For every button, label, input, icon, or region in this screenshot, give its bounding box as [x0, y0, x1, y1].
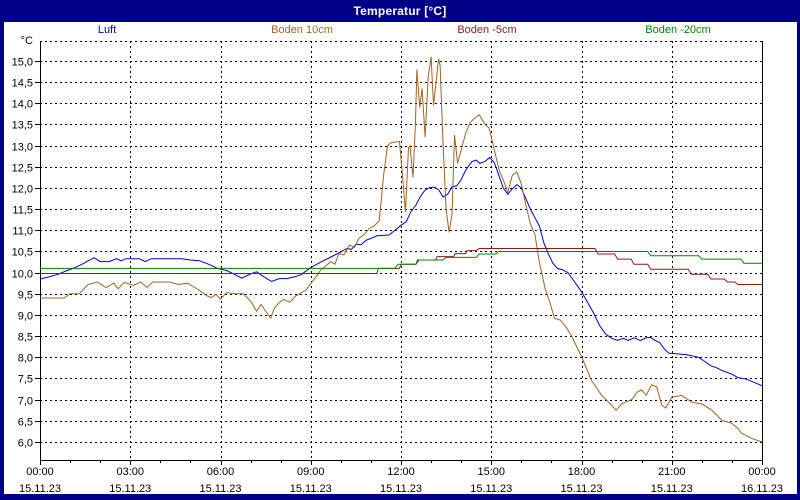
x-tick-date-label: 15.11.23 — [109, 483, 151, 495]
series-line-boden-20cm — [40, 251, 762, 269]
title-bar: Temperatur [°C] — [0, 0, 800, 22]
x-tick-date-label: 16.11.23 — [741, 483, 783, 495]
y-tick-label: 6,5 — [18, 417, 33, 429]
x-tick-time-label: 15:00 — [477, 466, 505, 478]
x-tick-date-label: 15.11.23 — [560, 483, 602, 495]
y-tick-label: 9,5 — [18, 290, 33, 302]
chart-title: Temperatur [°C] — [353, 4, 447, 18]
x-tick-date-label: 15.11.23 — [199, 483, 241, 495]
y-tick-label: 10,5 — [12, 247, 33, 259]
x-tick-time-label: 03:00 — [116, 466, 144, 478]
x-tick-date-label: 15.11.23 — [380, 483, 422, 495]
legend-item-boden-20cm: Boden -20cm — [645, 24, 711, 36]
x-tick-date-label: 15.11.23 — [290, 483, 332, 495]
y-tick-label: 12,5 — [12, 163, 33, 175]
window-border-right — [797, 22, 800, 500]
y-tick-label: 13,5 — [12, 120, 33, 132]
window-border-bottom — [0, 494, 800, 500]
x-tick-date-label: 15.11.23 — [651, 483, 693, 495]
y-tick-label: 7,5 — [18, 374, 33, 386]
legend-item-boden-5cm: Boden -5cm — [457, 24, 517, 36]
y-tick-label: 6,0 — [18, 438, 33, 450]
x-tick-time-label: 12:00 — [387, 466, 415, 478]
y-tick-label: 9,0 — [18, 311, 33, 323]
x-tick-date-label: 15.11.23 — [470, 483, 512, 495]
y-axis-unit-label: °C — [21, 35, 33, 47]
series-line-luft — [39, 156, 763, 387]
y-tick-label: 8,0 — [18, 353, 33, 365]
chart-legend: Luft Boden 10cm Boden -5cm Boden -20cm — [0, 24, 800, 38]
y-tick-label: 11,0 — [12, 226, 33, 238]
y-tick-label: 8,5 — [18, 332, 33, 344]
x-tick-time-label: 00:00 — [748, 466, 776, 478]
legend-item-boden-10cm: Boden 10cm — [271, 24, 333, 36]
x-tick-time-label: 21:00 — [658, 466, 686, 478]
y-tick-label: 11,5 — [12, 205, 33, 217]
y-tick-label: 10,0 — [12, 269, 33, 281]
window-border-left — [0, 22, 4, 500]
y-tick-label: 14,5 — [12, 78, 33, 90]
y-tick-label: 14,0 — [12, 99, 33, 111]
x-tick-date-label: 15.11.23 — [19, 483, 61, 495]
x-tick-time-label: 06:00 — [207, 466, 235, 478]
legend-item-luft: Luft — [97, 24, 117, 36]
x-tick-time-label: 09:00 — [297, 466, 325, 478]
x-tick-time-label: 18:00 — [568, 466, 596, 478]
y-tick-label: 7,0 — [18, 396, 33, 408]
series-line-boden-10cm — [40, 56, 763, 443]
y-tick-label: 13,0 — [12, 142, 33, 154]
y-tick-label: 12,0 — [12, 184, 33, 196]
x-tick-time-label: 00:00 — [26, 466, 54, 478]
y-tick-label: 15,0 — [12, 57, 33, 69]
